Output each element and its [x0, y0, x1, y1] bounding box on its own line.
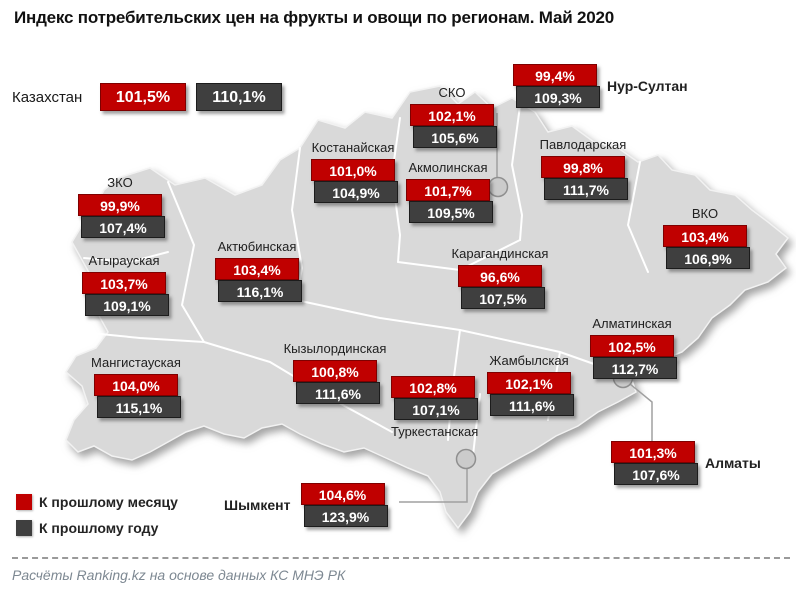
- national-row: Казахстан 101,5% 110,1%: [12, 83, 282, 111]
- region-zhambyl: Жамбылская 102,1% 111,6%: [483, 353, 575, 416]
- month-value: 101,3%: [611, 441, 695, 463]
- year-value: 109,3%: [516, 86, 600, 108]
- year-value: 115,1%: [97, 396, 181, 418]
- legend-swatch-year: [16, 520, 32, 536]
- legend-label-month: К прошлому месяцу: [39, 494, 178, 510]
- region-name: Шымкент: [224, 497, 291, 513]
- month-value: 102,1%: [410, 104, 494, 126]
- region-name: Нур-Султан: [607, 78, 688, 94]
- month-value: 103,7%: [82, 272, 166, 294]
- national-label: Казахстан: [12, 88, 83, 106]
- year-value: 105,6%: [413, 126, 497, 148]
- legend-item-month: К прошлому месяцу: [16, 494, 178, 510]
- region-nur-sultan: 99,4% 109,3% Нур-Султан: [513, 64, 688, 108]
- month-value: 102,5%: [590, 335, 674, 357]
- legend-item-year: К прошлому году: [16, 520, 178, 536]
- region-name: Акмолинская: [408, 160, 488, 175]
- year-value: 111,6%: [490, 394, 574, 416]
- month-value: 104,0%: [94, 374, 178, 396]
- month-value: 99,9%: [78, 194, 162, 216]
- region-name: Актюбинская: [217, 239, 297, 254]
- region-karaganda: Карагандинская 96,6% 107,5%: [451, 246, 549, 309]
- year-value: 107,4%: [81, 216, 165, 238]
- year-value: 104,9%: [314, 181, 398, 203]
- region-name: ЗКО: [107, 175, 133, 190]
- month-value: 99,8%: [541, 156, 625, 178]
- legend: К прошлому месяцу К прошлому году: [16, 494, 178, 546]
- region-aktobe: Актюбинская 103,4% 116,1%: [211, 239, 303, 302]
- region-zko: ЗКО 99,9% 107,4%: [74, 175, 166, 238]
- region-atyrau: Атырауская 103,7% 109,1%: [78, 253, 170, 316]
- region-name: Жамбылская: [489, 353, 569, 368]
- year-value: 111,6%: [296, 382, 380, 404]
- month-value: 102,1%: [487, 372, 571, 394]
- region-sko: СКО 102,1% 105,6%: [406, 85, 498, 148]
- region-name: Мангистауская: [91, 355, 181, 370]
- month-value: 96,6%: [458, 265, 542, 287]
- year-value: 111,7%: [544, 178, 628, 200]
- month-value: 100,8%: [293, 360, 377, 382]
- month-value: 101,0%: [311, 159, 395, 181]
- page-title: Индекс потребительских цен на фрукты и о…: [14, 8, 615, 27]
- year-value: 123,9%: [303, 505, 388, 527]
- year-value: 107,6%: [614, 463, 698, 485]
- footer-divider: [12, 557, 790, 559]
- region-name: ВКО: [691, 206, 719, 221]
- region-akmola: Акмолинская 101,7% 109,5%: [402, 160, 494, 223]
- region-name: Кызылординская: [283, 341, 387, 356]
- region-name: СКО: [438, 85, 466, 100]
- city-marker-shymkent: [455, 448, 477, 470]
- region-almaty-city: 101,3% 107,6% Алматы: [611, 441, 761, 485]
- national-year-value: 110,1%: [196, 83, 282, 111]
- year-value: 107,1%: [394, 398, 478, 420]
- year-value: 107,5%: [461, 287, 545, 309]
- legend-label-year: К прошлому году: [39, 520, 159, 536]
- month-value: 103,4%: [215, 258, 299, 280]
- month-value: 104,6%: [300, 483, 385, 505]
- region-shymkent: Шымкент 104,6% 123,9%: [224, 483, 388, 527]
- region-name: Алматинская: [592, 316, 672, 331]
- year-value: 116,1%: [218, 280, 302, 302]
- year-value: 109,1%: [85, 294, 169, 316]
- legend-swatch-month: [16, 494, 32, 510]
- national-month-value: 101,5%: [100, 83, 186, 111]
- region-pavlodar: Павлодарская 99,8% 111,7%: [537, 137, 629, 200]
- region-almaty-oblast: Алматинская 102,5% 112,7%: [586, 316, 678, 379]
- month-value: 99,4%: [513, 64, 597, 86]
- month-value: 102,8%: [391, 376, 475, 398]
- region-name: Алматы: [705, 455, 761, 471]
- source-note: Расчёты Ranking.kz на основе данных КС М…: [12, 567, 346, 583]
- region-name: Павлодарская: [539, 137, 627, 152]
- year-value: 109,5%: [409, 201, 493, 223]
- year-value: 112,7%: [593, 357, 677, 379]
- region-kostanay: Костанайская 101,0% 104,9%: [307, 140, 399, 203]
- month-value: 101,7%: [406, 179, 490, 201]
- region-name: Карагандинская: [451, 246, 549, 261]
- month-value: 103,4%: [663, 225, 747, 247]
- region-name: Туркестанская: [391, 424, 479, 439]
- region-turkestan: 102,8% 107,1% Туркестанская: [391, 376, 483, 439]
- region-vko: ВКО 103,4% 106,9%: [659, 206, 751, 269]
- region-kyzylorda: Кызылординская 100,8% 111,6%: [284, 341, 386, 404]
- region-mangystau: Мангистауская 104,0% 115,1%: [90, 355, 182, 418]
- region-name: Атырауская: [88, 253, 160, 268]
- year-value: 106,9%: [666, 247, 750, 269]
- region-name: Костанайская: [311, 140, 395, 155]
